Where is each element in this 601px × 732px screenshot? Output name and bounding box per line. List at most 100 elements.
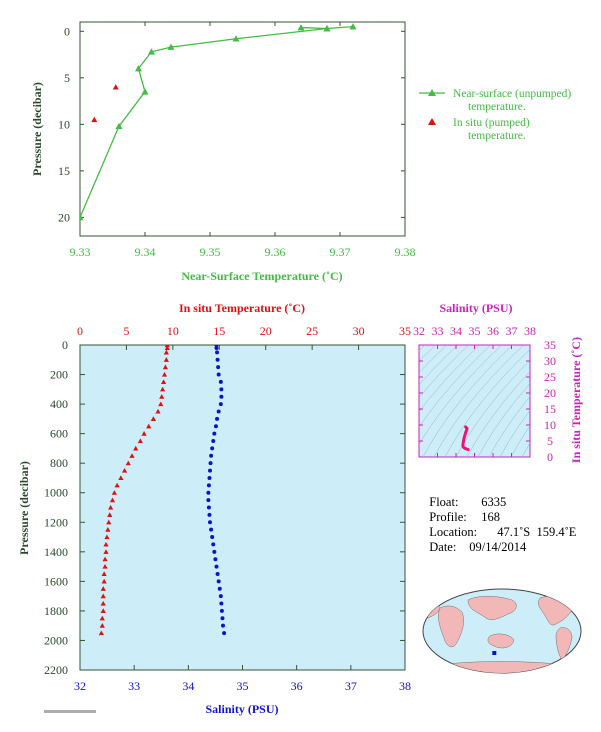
info-date: Date: 09/14/2014 [423, 525, 526, 555]
info-profile-value: 168 [481, 510, 500, 524]
salinity-tick-label: 37 [345, 679, 357, 693]
temperature-profile-point [159, 394, 165, 399]
temperature-profile-point [109, 497, 116, 503]
info-float-label: Float: [429, 495, 459, 509]
salinity-profile-point [212, 431, 217, 436]
salinity-profile-point [220, 616, 225, 621]
ts-density-contour-line [419, 345, 492, 428]
ts-density-contour-line [419, 345, 481, 413]
salinity-profile-point [216, 409, 221, 414]
map-asia [467, 596, 517, 620]
unpumped-temperature-point [232, 35, 240, 42]
temperature-profile-point [100, 608, 106, 613]
salinity-profile-point [219, 608, 224, 613]
temperature-profile-point [150, 416, 156, 421]
temperature-profile-point [102, 556, 108, 562]
temperature-tick-label: 20 [260, 324, 272, 338]
salinity-profile-point [208, 461, 213, 466]
salinity-profile-point [210, 535, 215, 540]
temperature-profile-point [100, 586, 106, 591]
temperature-profile-point [104, 534, 110, 540]
salinity-axis-label: Salinity (PSU) [205, 702, 278, 716]
profile-chart: 0200400600800100012001400160018002000220… [17, 301, 411, 716]
salinity-profile-point [206, 483, 211, 488]
temperature-profile-point [160, 386, 166, 392]
ts-density-contour-line [466, 371, 530, 457]
profile-series [98, 345, 227, 636]
info-float: Float: 6335 [423, 480, 506, 510]
temperature-profile-point [111, 490, 117, 495]
ts-x-tick-label: 34 [450, 324, 462, 338]
info-float-value: 6335 [481, 495, 507, 509]
salinity-profile-point [215, 357, 220, 362]
salinity-profile-point [211, 439, 216, 444]
salinity-profile-point [222, 631, 227, 636]
ts-y-tick-label: 35 [544, 338, 556, 352]
near-surface-axis-ticks: 9.33 9.34 9.35 9.36 9.37 9.38 0 5 10 15 20 [58, 22, 416, 259]
salinity-tick-label: 32 [74, 679, 86, 693]
near-surface-y-tick-label: 5 [64, 71, 70, 85]
unpumped-temperature-point [135, 65, 142, 72]
temperature-profile-point [137, 438, 143, 444]
temperature-profile-point [133, 445, 139, 451]
temperature-profile-point [160, 379, 167, 385]
ts-density-contour-line [488, 396, 530, 457]
temperature-profile-point [141, 431, 147, 436]
legend-marker-unpumped [428, 89, 436, 96]
salinity-tick-label: 33 [128, 679, 140, 693]
salinity-profile-point [213, 424, 218, 429]
near-surface-x-tick-label: 9.34 [135, 245, 156, 259]
temperature-profile-point [129, 453, 135, 458]
profile-y-tick-label: 800 [50, 456, 68, 470]
profile-y-tick-label: 1400 [44, 545, 68, 559]
pumped-temperature-point [91, 116, 98, 123]
near-surface-x-tick-label: 9.38 [395, 245, 416, 259]
profile-y-tick-label: 1800 [44, 604, 68, 618]
map-africa [438, 605, 464, 648]
ts-y-tick-label: 5 [547, 434, 553, 448]
near-surface-x-tick-label: 9.36 [265, 245, 286, 259]
salinity-profile-point [207, 512, 212, 517]
ts-density-contour-line [422, 345, 514, 457]
temperature-profile-point [102, 563, 108, 569]
unpumped-temperature-point [80, 213, 84, 221]
ts-density-contour-line [419, 345, 437, 362]
profile-y-tick-label: 2000 [44, 633, 68, 647]
ts-y-tick-label: 10 [544, 418, 556, 432]
info-profile: Profile: 168 [423, 495, 500, 525]
temperature-tick-label: 15 [213, 324, 225, 338]
salinity-profile-point [215, 571, 220, 576]
salinity-profile-point [206, 498, 211, 503]
near-surface-legend: Near-surface (unpumped) temperature. In s… [419, 88, 571, 142]
salinity-tick-label: 34 [182, 679, 194, 693]
temperature-profile-point [146, 423, 152, 429]
profile-y-tick-label: 1200 [44, 515, 68, 529]
ts-y-tick-label: 15 [544, 402, 556, 416]
temperature-tick-label: 0 [77, 324, 83, 338]
ts-x-tick-label: 36 [487, 324, 499, 338]
near-surface-chart: 9.33 9.34 9.35 9.36 9.37 9.38 0 5 10 15 20 Near-Su… [30, 21, 416, 283]
temperature-tick-label: 35 [399, 324, 411, 338]
temperature-profile-point [98, 630, 104, 636]
map-antarctica [429, 661, 576, 673]
temperature-profile-point [100, 600, 106, 606]
temperature-profile-point [164, 345, 170, 351]
salinity-profile-point [219, 387, 224, 392]
unpumped-temperature-point [115, 122, 123, 130]
temperature-tick-label: 10 [167, 324, 179, 338]
world-map [422, 588, 582, 674]
salinity-profile-point [208, 468, 212, 473]
salinity-profile-point [218, 379, 223, 384]
ts-y-tick-label: 0 [547, 450, 553, 464]
near-surface-x-tick-label: 9.37 [330, 245, 351, 259]
salinity-profile-point [219, 394, 224, 399]
temperature-profile-point [103, 541, 109, 547]
salinity-profile-point [219, 601, 224, 606]
temperature-profile-point [100, 593, 106, 599]
salinity-profile-point [216, 372, 221, 377]
ts-x-tick-label: 32 [413, 324, 425, 338]
float-location-marker [492, 651, 497, 655]
info-location-label: Location: [429, 525, 478, 539]
ts-diagram: 32 33 34 35 36 37 38 0 5 10 15 20 25 30 35 Salinity (P… [413, 301, 583, 464]
temperature-tick-label: 30 [353, 324, 365, 338]
